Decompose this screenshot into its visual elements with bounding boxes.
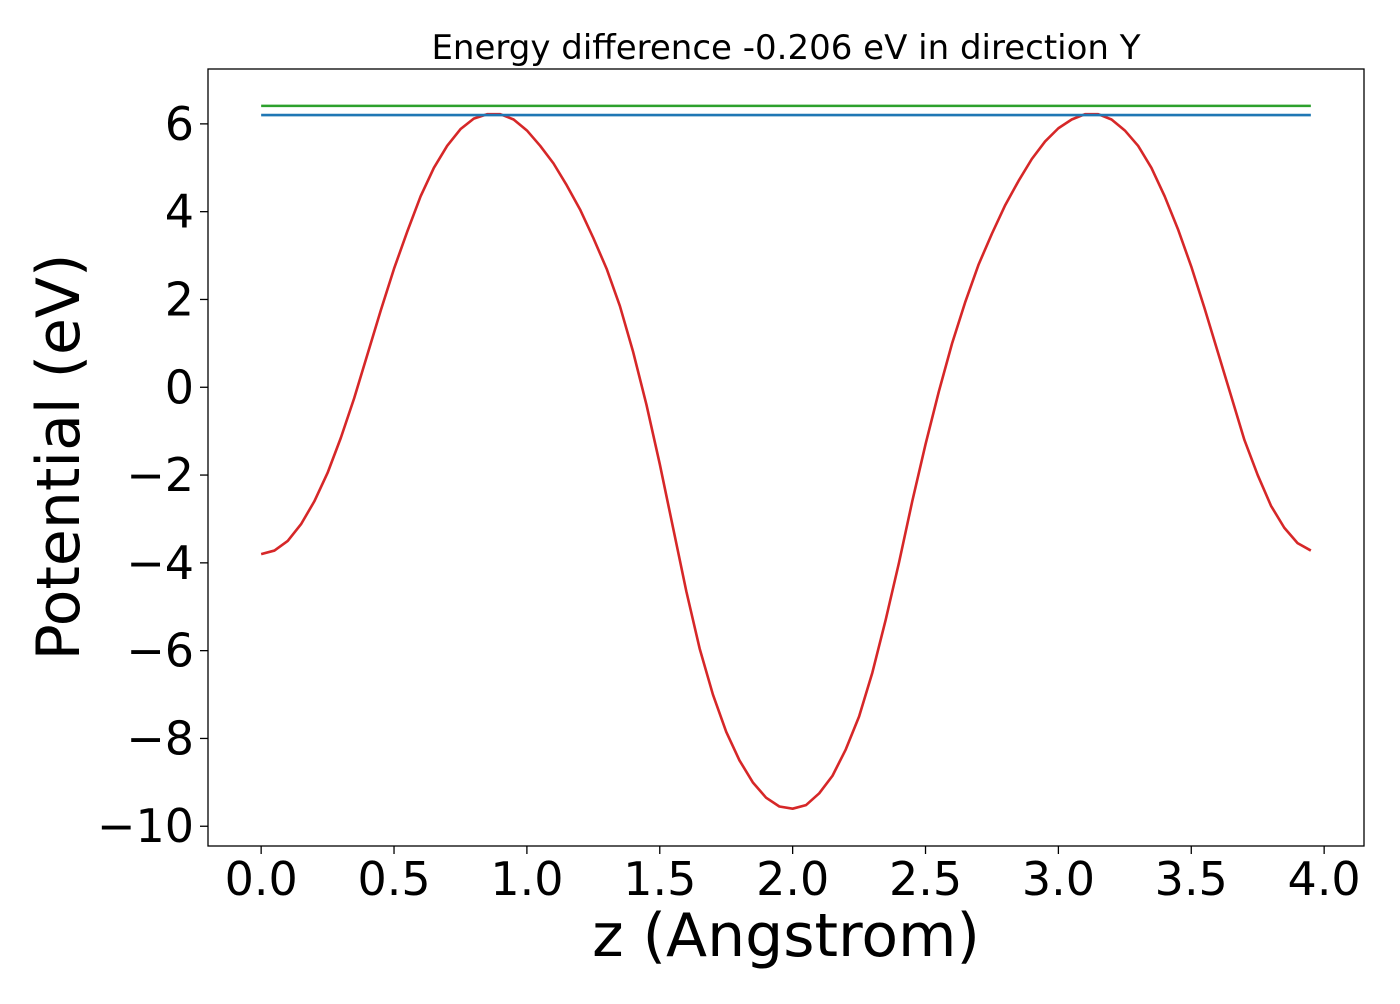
- x-tick-label: 3.5: [1155, 852, 1228, 906]
- x-tick-label: 3.0: [1022, 852, 1095, 906]
- y-tick-label: 0: [165, 360, 194, 414]
- y-axis-label: Potential (eV): [24, 254, 94, 661]
- y-tick-label: −2: [126, 448, 194, 502]
- y-tick-label: −10: [97, 799, 194, 853]
- x-tick-label: 2.5: [889, 852, 962, 906]
- x-tick-label: 1.5: [623, 852, 696, 906]
- x-tick-label: 0.5: [357, 852, 430, 906]
- x-tick-label: 0.0: [225, 852, 298, 906]
- y-tick-label: −8: [126, 711, 194, 765]
- y-tick-label: −4: [126, 536, 194, 590]
- series-layer: [260, 104, 1312, 810]
- series-line-0: [260, 112, 1312, 810]
- x-axis-label: z (Angstrom): [592, 901, 980, 971]
- x-tick-label: 4.0: [1288, 852, 1361, 906]
- x-tick-label: 2.0: [756, 852, 829, 906]
- plot-frame: [207, 68, 1365, 847]
- y-tick-label: 2: [165, 272, 194, 326]
- y-axis-ticks: −10 −8 −6 −4 −2 0 2 4 6: [97, 97, 208, 853]
- y-tick-label: 6: [165, 97, 194, 151]
- x-axis-ticks: 0.0 0.5 1.0 1.5 2.0 2.5 3.0 3.5 4.0: [225, 846, 1361, 906]
- chart-title: Energy difference -0.206 eV in direction…: [431, 28, 1140, 68]
- y-tick-label: −6: [126, 624, 194, 678]
- y-tick-label: 4: [165, 185, 194, 239]
- x-tick-label: 1.0: [490, 852, 563, 906]
